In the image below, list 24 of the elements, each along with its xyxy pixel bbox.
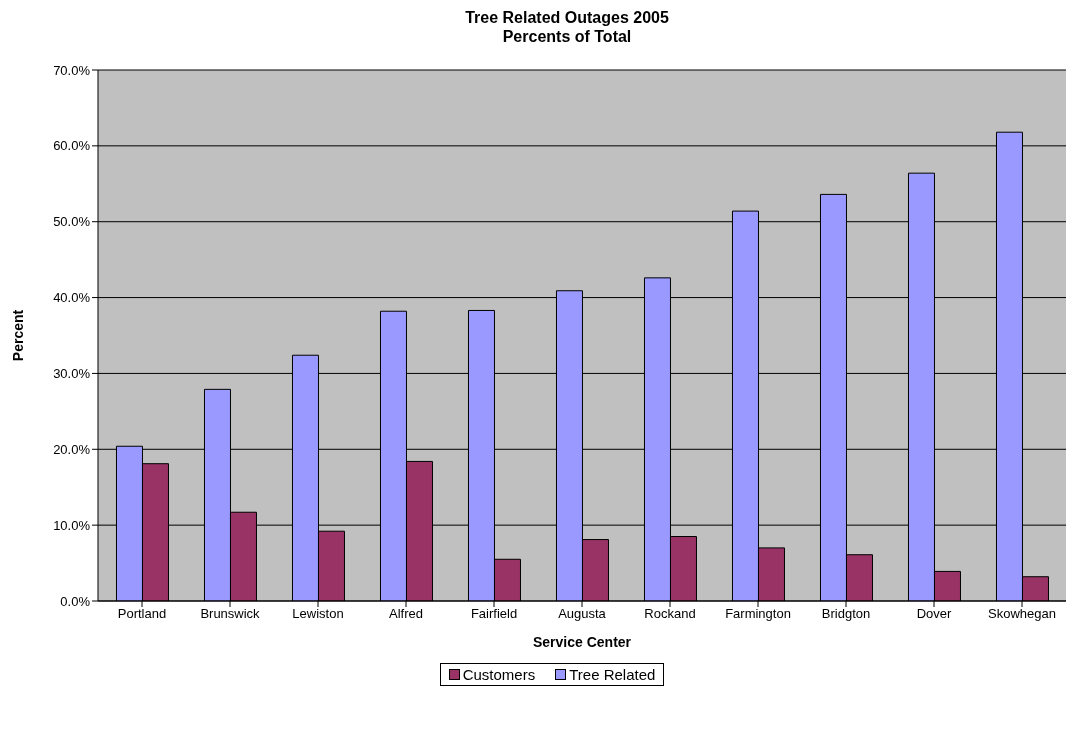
x-tick-label: Augusta (558, 606, 607, 622)
x-tick-label: Bridgton (821, 606, 871, 622)
y-tick-label: 0.0% (60, 593, 91, 609)
y-tick-label: 60.0% (53, 138, 91, 154)
x-tick-label: Farmington (725, 606, 791, 622)
y-tick-label: 70.0% (53, 62, 91, 78)
chart-title: Tree Related Outages 2005 Percents of Total (464, 8, 670, 46)
y-tick-label: 20.0% (53, 441, 91, 457)
x-tick-label: Brunswick (200, 606, 261, 622)
y-tick-label: 50.0% (53, 214, 91, 230)
x-tick-label: Skowhegan (988, 606, 1056, 622)
x-tick-label: Portland (117, 606, 167, 622)
legend-label: Customers (461, 666, 536, 683)
x-tick-label: Fairfield (470, 606, 518, 622)
y-tick-label: 10.0% (53, 517, 91, 533)
y-axis-title: Percent (9, 309, 26, 362)
x-axis-title: Service Center (532, 634, 632, 650)
x-tick-label: Lewiston (292, 606, 344, 622)
x-tick-label: Dover (916, 606, 952, 622)
legend-label: Tree Related (568, 666, 656, 683)
x-tick-label: Rockand (644, 606, 696, 622)
y-tick-label: 30.0% (53, 366, 91, 382)
y-tick-label: 40.0% (53, 290, 91, 306)
x-tick-label: Alfred (389, 606, 423, 622)
